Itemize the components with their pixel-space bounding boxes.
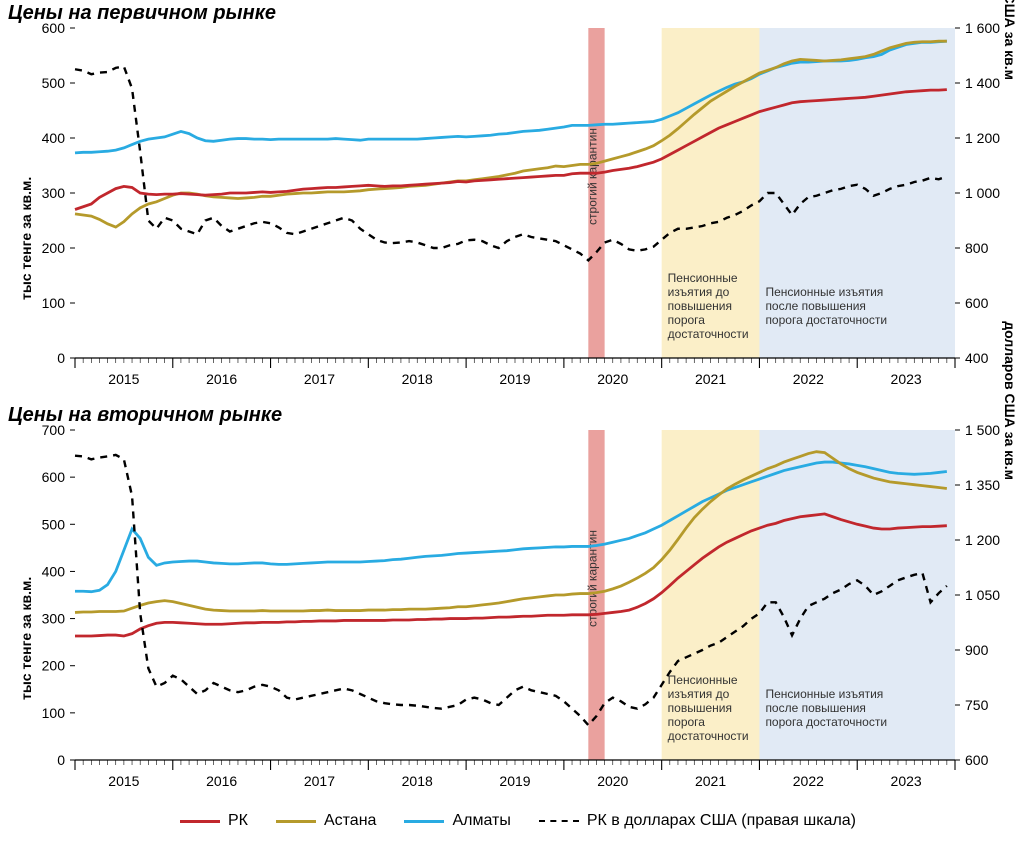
- x-year-label: 2017: [304, 773, 335, 789]
- x-year-label: 2017: [304, 371, 335, 387]
- chart1: Пенсионныеизъятия доповышенияпорогадоста…: [0, 28, 1035, 402]
- x-year-label: 2020: [597, 773, 628, 789]
- yL-tick: 500: [42, 516, 66, 532]
- yR-tick: 1 200: [965, 130, 1000, 146]
- yL-tick: 200: [42, 658, 66, 674]
- yR-tick: 600: [965, 295, 989, 311]
- legend-item-rk: РК: [180, 812, 248, 830]
- x-year-label: 2019: [499, 773, 530, 789]
- yL-tick: 600: [42, 469, 66, 485]
- legend-item-rk_usd: РК в долларах США (правая шкала): [539, 812, 856, 830]
- chart1-ylabel-left: тыс тенге за кв.м.: [18, 177, 34, 300]
- x-year-label: 2016: [206, 371, 237, 387]
- yR-tick: 900: [965, 642, 989, 658]
- yL-tick: 0: [57, 752, 65, 768]
- legend-label-astana: Астана: [324, 812, 376, 830]
- legend-label-rk_usd: РК в долларах США (правая шкала): [587, 812, 856, 830]
- yR-tick: 1 000: [965, 185, 1000, 201]
- x-year-label: 2018: [402, 773, 433, 789]
- yL-tick: 400: [42, 563, 66, 579]
- x-year-label: 2021: [695, 371, 726, 387]
- x-year-label: 2020: [597, 371, 628, 387]
- yR-tick: 1 400: [965, 75, 1000, 91]
- yR-tick: 1 350: [965, 477, 1000, 493]
- x-year-label: 2015: [108, 773, 139, 789]
- chart2-ylabel-right: долларов США за кв.м: [1002, 321, 1018, 480]
- legend: РК Астана Алматы РК в долларах США (правая …: [0, 812, 1036, 830]
- yR-tick: 750: [965, 697, 989, 713]
- chart2-ylabel-left: тыс тенге за кв.м.: [18, 577, 34, 700]
- yL-tick: 300: [42, 611, 66, 627]
- yR-tick: 1 600: [965, 20, 1000, 36]
- legend-swatch-rk_usd: [539, 820, 579, 822]
- yR-tick: 1 050: [965, 587, 1000, 603]
- x-year-label: 2022: [793, 371, 824, 387]
- quarantine-annot: строгий карантин: [585, 128, 599, 225]
- x-year-label: 2015: [108, 371, 139, 387]
- legend-label-rk: РК: [228, 812, 248, 830]
- x-year-label: 2021: [695, 773, 726, 789]
- yL-tick: 100: [42, 295, 66, 311]
- yL-tick: 200: [42, 240, 66, 256]
- x-year-label: 2016: [206, 773, 237, 789]
- yL-tick: 400: [42, 130, 66, 146]
- x-year-label: 2023: [891, 773, 922, 789]
- yL-tick: 500: [42, 75, 66, 91]
- yL-tick: 600: [42, 20, 66, 36]
- yL-tick: 300: [42, 185, 66, 201]
- yR-tick: 1 500: [965, 422, 1000, 438]
- legend-item-almaty: Алматы: [404, 812, 510, 830]
- yL-tick: 0: [57, 350, 65, 366]
- legend-swatch-astana: [276, 820, 316, 823]
- x-year-label: 2023: [891, 371, 922, 387]
- legend-label-almaty: Алматы: [452, 812, 510, 830]
- x-year-label: 2022: [793, 773, 824, 789]
- yL-tick: 100: [42, 705, 66, 721]
- chart1-ylabel-right: долларов США за кв.м: [1002, 0, 1018, 80]
- x-year-label: 2018: [402, 371, 433, 387]
- chart2: Пенсионныеизъятия доповышенияпорогадоста…: [0, 430, 1035, 804]
- x-year-label: 2019: [499, 371, 530, 387]
- legend-swatch-rk: [180, 820, 220, 823]
- yL-tick: 700: [42, 422, 66, 438]
- legend-item-astana: Астана: [276, 812, 376, 830]
- yR-tick: 400: [965, 350, 989, 366]
- yR-tick: 600: [965, 752, 989, 768]
- yR-tick: 800: [965, 240, 989, 256]
- yR-tick: 1 200: [965, 532, 1000, 548]
- legend-swatch-almaty: [404, 820, 444, 823]
